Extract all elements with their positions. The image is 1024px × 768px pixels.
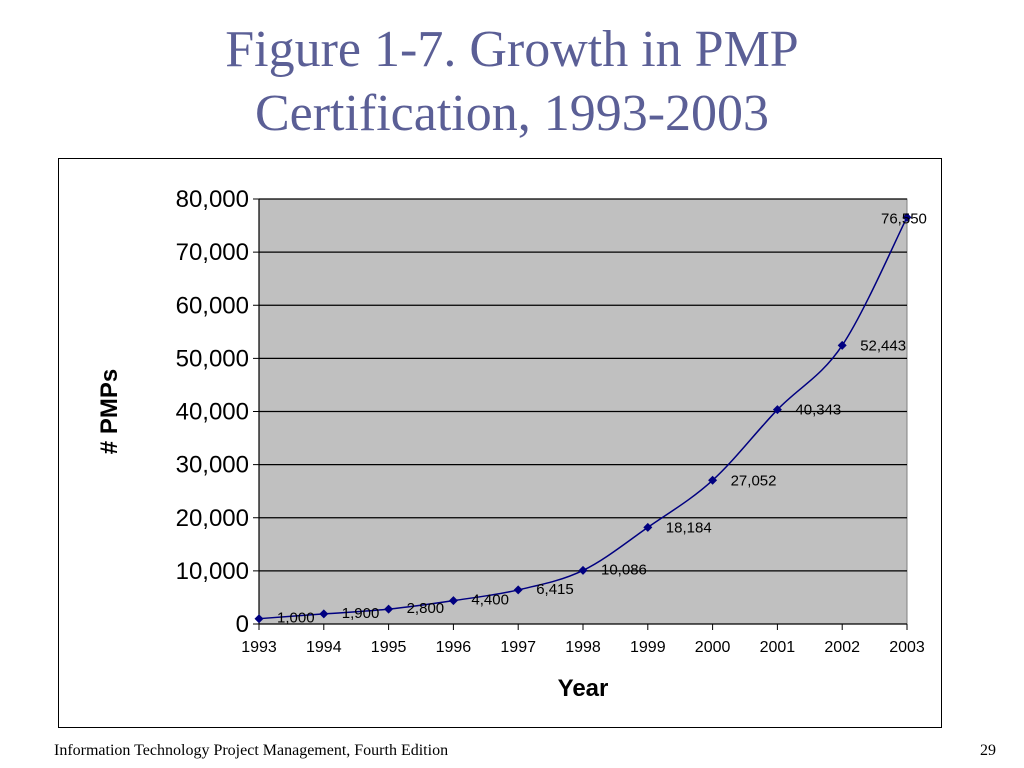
data-label: 18,184 bbox=[666, 519, 712, 536]
data-point-marker bbox=[837, 340, 847, 350]
x-tick-label: 1993 bbox=[241, 639, 277, 656]
data-label: 76,550 bbox=[881, 210, 927, 227]
y-tick-label: 50,000 bbox=[176, 345, 249, 372]
data-label: 40,343 bbox=[795, 402, 841, 419]
data-point-marker bbox=[319, 609, 329, 619]
x-tick-label: 1994 bbox=[306, 639, 342, 656]
data-label: 27,052 bbox=[731, 472, 777, 489]
data-point-marker bbox=[772, 405, 782, 415]
x-axis-title: Year bbox=[558, 675, 609, 702]
x-tick-label: 2002 bbox=[824, 639, 860, 656]
chart-frame: 0 10,000 20,000 30,000 40,000 50,000 60,000 70,… bbox=[58, 158, 942, 728]
x-tick-label: 1998 bbox=[565, 639, 601, 656]
data-label: 10,086 bbox=[601, 561, 647, 578]
slide-title-line-2: Certification, 1993-2003 bbox=[254, 85, 770, 142]
series-group bbox=[254, 212, 912, 624]
x-tick-label: 2001 bbox=[760, 639, 796, 656]
x-tick-label: 2003 bbox=[889, 639, 925, 656]
y-tick-label: 20,000 bbox=[176, 505, 249, 532]
y-tick-label: 0 bbox=[236, 611, 249, 638]
grid-lines bbox=[253, 198, 907, 625]
data-point-marker bbox=[513, 585, 523, 595]
data-label: 1,900 bbox=[342, 605, 380, 622]
data-point-marker bbox=[643, 522, 653, 532]
series-line bbox=[258, 216, 908, 620]
data-point-marker bbox=[578, 565, 588, 575]
footer-text: Information Technology Project Managemen… bbox=[54, 742, 449, 759]
y-tick-labels: 0 10,000 20,000 30,000 40,000 50,000 60,000 70,… bbox=[176, 186, 249, 638]
slide-title-line-1: Figure 1-7. Growth in PMP bbox=[225, 21, 799, 78]
line-chart: 0 10,000 20,000 30,000 40,000 50,000 60,000 70,… bbox=[96, 186, 927, 702]
data-point-marker bbox=[384, 604, 394, 614]
x-tick-labels: 1993 1994 1995 1996 1997 1998 1999 2000 2001 2002… bbox=[241, 624, 925, 656]
y-tick-label: 10,000 bbox=[176, 558, 249, 585]
data-label: 6,415 bbox=[536, 581, 574, 598]
slide-title: Figure 1-7. Growth in PMP Certification,… bbox=[0, 18, 1024, 146]
data-point-marker bbox=[448, 596, 458, 606]
page-number: 29 bbox=[980, 742, 996, 759]
data-point-marker bbox=[254, 614, 264, 624]
data-label: 4,400 bbox=[471, 592, 509, 609]
x-tick-label: 1999 bbox=[630, 639, 666, 656]
y-tick-label: 60,000 bbox=[176, 292, 249, 319]
data-point-marker bbox=[902, 212, 912, 222]
data-label: 52,443 bbox=[860, 337, 906, 354]
x-tick-label: 2000 bbox=[695, 639, 731, 656]
x-tick-label: 1996 bbox=[436, 639, 472, 656]
data-label: 1,000 bbox=[277, 610, 315, 627]
y-tick-label: 30,000 bbox=[176, 452, 249, 479]
x-tick-label: 1995 bbox=[371, 639, 407, 656]
y-tick-label: 80,000 bbox=[176, 186, 249, 213]
data-labels: 1,000 1,900 2,800 4,400 6,415 10,086 18,184 27,… bbox=[277, 210, 927, 626]
data-point-marker bbox=[708, 475, 718, 485]
y-axis-title: # PMPs bbox=[96, 369, 123, 454]
y-tick-label: 40,000 bbox=[176, 399, 249, 426]
y-tick-label: 70,000 bbox=[176, 239, 249, 266]
x-tick-label: 1997 bbox=[500, 639, 536, 656]
data-label: 2,800 bbox=[407, 600, 445, 617]
